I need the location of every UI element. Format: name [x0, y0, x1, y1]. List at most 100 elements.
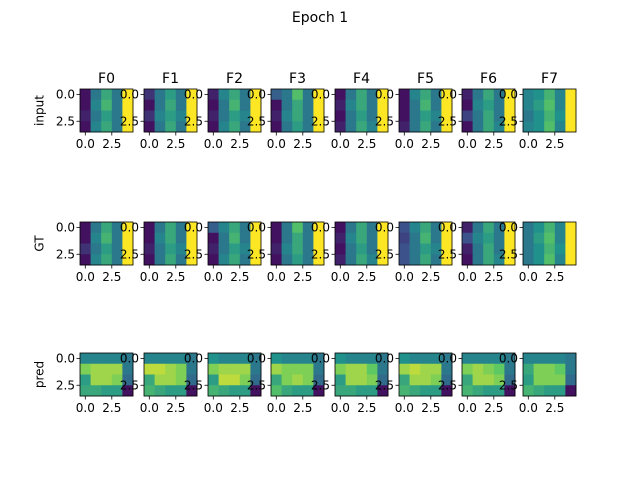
- y-tick-label: 0.0: [184, 351, 203, 365]
- x-tick-label: 0.0: [267, 401, 286, 415]
- heatmap-cell: [292, 99, 304, 111]
- heatmap-cell: [281, 363, 293, 375]
- heatmap-cell: [345, 374, 357, 386]
- y-tick-label: 2.5: [311, 378, 330, 392]
- heatmap-cell: [165, 121, 177, 133]
- y-tick-label: 2.5: [499, 247, 518, 261]
- heatmap-cell: [281, 385, 293, 397]
- heatmap-cell: [250, 222, 262, 234]
- heatmap-cell: [80, 243, 91, 255]
- heatmap-cell: [377, 254, 389, 266]
- y-tick-label: 0.0: [375, 351, 394, 365]
- x-tick-label: 2.5: [545, 137, 564, 151]
- heatmap-cell: [165, 222, 177, 234]
- y-tick-label: 2.5: [375, 114, 394, 128]
- heatmap-cell: [302, 254, 314, 266]
- heatmap-cell: [250, 353, 262, 365]
- heatmap-cell: [292, 353, 304, 365]
- heatmap-cell: [80, 363, 91, 375]
- heatmap-cell: [144, 353, 155, 365]
- heatmap-cell: [122, 243, 134, 255]
- panel-frame: [143, 221, 198, 266]
- heatmap-cell: [441, 232, 453, 244]
- heatmap-cell: [229, 254, 241, 266]
- heatmap-cell: [430, 353, 442, 365]
- heatmap-cell: [313, 363, 325, 375]
- heatmap-cell: [313, 243, 325, 255]
- x-tick-label: 0.0: [76, 270, 95, 284]
- heatmap-cell: [80, 222, 91, 234]
- heatmap-cell: [250, 121, 262, 133]
- heatmap-cell: [239, 363, 251, 375]
- heatmap-cell: [366, 363, 378, 375]
- heatmap-cell: [80, 385, 91, 397]
- heatmap-cell: [420, 363, 432, 375]
- heatmap-cell: [504, 353, 516, 365]
- heatmap-cell: [462, 385, 473, 397]
- heatmap-cell: [441, 254, 453, 266]
- heatmap-cell: [504, 232, 516, 244]
- heatmap-cell: [399, 110, 410, 122]
- x-tick-label: 2.5: [293, 137, 312, 151]
- heatmap-cell: [313, 353, 325, 365]
- x-tick-label: 2.5: [545, 270, 564, 284]
- heatmap-cell: [111, 385, 123, 397]
- heatmap-cell: [420, 121, 432, 133]
- heatmap-cell: [345, 110, 357, 122]
- heatmap-cell: [239, 385, 251, 397]
- heatmap-cell: [554, 89, 566, 101]
- heatmap-cell: [345, 385, 357, 397]
- heatmap-cell: [101, 254, 113, 266]
- heatmap-cell: [101, 121, 113, 133]
- heatmap-cell: [271, 353, 282, 365]
- x-tick-label: 2.5: [166, 137, 185, 151]
- heatmap-cell: [356, 254, 368, 266]
- heatmap-cell: [483, 374, 495, 386]
- panel-frame: [461, 88, 516, 133]
- y-tick-label: 0.0: [375, 220, 394, 234]
- heatmap-cell: [239, 110, 251, 122]
- heatmap-cell: [523, 110, 534, 122]
- heatmap-cell: [523, 99, 534, 111]
- panel-frame: [461, 352, 516, 397]
- heatmap-cell: [281, 232, 293, 244]
- panel-gt-f5: 0.02.50.0 2.5: [375, 220, 453, 284]
- heatmap-cell: [229, 385, 241, 397]
- heatmap-cell: [122, 385, 134, 397]
- heatmap-cell: [271, 243, 282, 255]
- heatmap-cell: [313, 121, 325, 133]
- heatmap-cell: [165, 110, 177, 122]
- heatmap-cell: [281, 110, 293, 122]
- panel-pred-f6: 0.02.50.0 2.5: [438, 351, 516, 415]
- y-tick-label: 2.5: [499, 114, 518, 128]
- heatmap-cell: [366, 99, 378, 111]
- heatmap-cell: [154, 222, 166, 234]
- heatmap-cell: [366, 385, 378, 397]
- y-tick-label: 0.0: [311, 351, 330, 365]
- y-tick-label: 2.5: [438, 247, 457, 261]
- heatmap-cell: [111, 374, 123, 386]
- heatmap-cell: [80, 254, 91, 266]
- row-label-gt: GT: [33, 235, 47, 252]
- heatmap-cell: [229, 232, 241, 244]
- heatmap-cell: [430, 222, 442, 234]
- heatmap-cell: [356, 89, 368, 101]
- y-tick-label: 2.5: [184, 378, 203, 392]
- heatmap-cell: [504, 243, 516, 255]
- heatmap-cell: [208, 110, 219, 122]
- heatmap-cell: [441, 353, 453, 365]
- panel-frame: [334, 221, 389, 266]
- heatmap-cell: [420, 374, 432, 386]
- heatmap-cell: [483, 363, 495, 375]
- heatmap-cell: [175, 222, 187, 234]
- x-tick-label: 2.5: [484, 270, 503, 284]
- heatmap-cell: [335, 374, 346, 386]
- heatmap-cell: [565, 385, 577, 397]
- heatmap-cell: [302, 353, 314, 365]
- panel-frame: [207, 88, 262, 133]
- heatmap-cell: [281, 353, 293, 365]
- figure-title: Epoch 1: [292, 10, 348, 26]
- heatmap-cell: [111, 254, 123, 266]
- heatmap-cell: [565, 363, 577, 375]
